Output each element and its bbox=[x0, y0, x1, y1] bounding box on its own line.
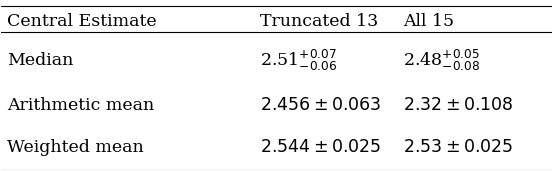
Text: All 15: All 15 bbox=[403, 13, 454, 30]
Text: 2.51$^{+0.07}_{-0.06}$: 2.51$^{+0.07}_{-0.06}$ bbox=[260, 48, 337, 73]
Text: Central Estimate: Central Estimate bbox=[7, 13, 156, 30]
Text: $2.456 \pm 0.063$: $2.456 \pm 0.063$ bbox=[260, 97, 382, 114]
Text: Weighted mean: Weighted mean bbox=[7, 139, 144, 156]
Text: $2.32 \pm 0.108$: $2.32 \pm 0.108$ bbox=[403, 97, 514, 114]
Text: Arithmetic mean: Arithmetic mean bbox=[7, 97, 154, 114]
Text: $2.544 \pm 0.025$: $2.544 \pm 0.025$ bbox=[260, 139, 381, 156]
Text: Median: Median bbox=[7, 52, 73, 69]
Text: $2.53 \pm 0.025$: $2.53 \pm 0.025$ bbox=[403, 139, 513, 156]
Text: Truncated 13: Truncated 13 bbox=[260, 13, 378, 30]
Text: 2.48$^{+0.05}_{-0.08}$: 2.48$^{+0.05}_{-0.08}$ bbox=[403, 48, 481, 73]
